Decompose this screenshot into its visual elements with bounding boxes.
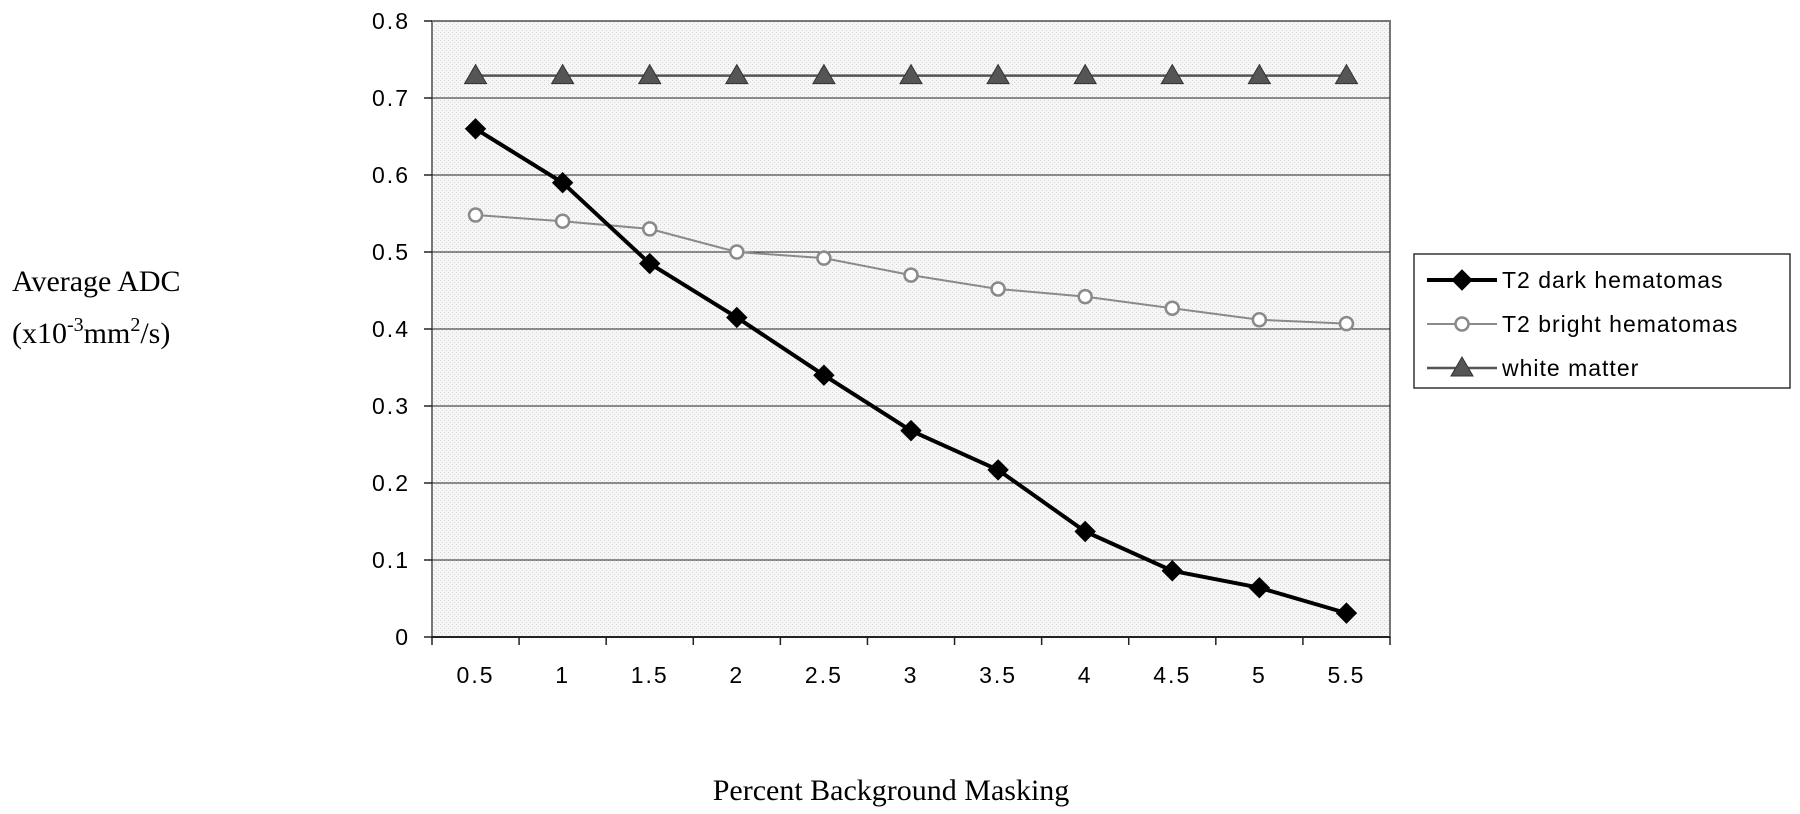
x-tick-label: 2.5 xyxy=(805,662,843,688)
data-point xyxy=(990,281,1006,297)
series-circle xyxy=(467,207,1355,332)
data-point xyxy=(813,364,835,386)
axes: 0 0.1 0.2 0.3 0.4 0.5 0.6 0.7 0.8 0.5 1 1.5 2 2.5 3 3.5… xyxy=(372,8,1391,688)
y-tick-label: 0.6 xyxy=(372,162,410,188)
data-point xyxy=(1247,63,1272,85)
data-point xyxy=(554,213,571,229)
x-tick-label: 5 xyxy=(1252,662,1267,688)
x-tick-label: 2 xyxy=(729,662,744,688)
data-point xyxy=(1074,520,1096,543)
data-point xyxy=(639,252,661,275)
x-tick-label: 3 xyxy=(904,662,919,688)
data-point xyxy=(467,207,484,223)
data-point xyxy=(812,63,836,85)
legend-marker xyxy=(1451,269,1473,291)
data-point xyxy=(729,244,745,260)
legend-box xyxy=(1413,253,1791,389)
data-point xyxy=(1160,63,1185,85)
y-tick-label: 0 xyxy=(395,624,410,650)
x-tick-label: 5.5 xyxy=(1327,662,1365,688)
series-diamond xyxy=(464,118,1358,624)
data-point xyxy=(1161,560,1183,582)
data-point xyxy=(463,63,488,85)
data-point xyxy=(987,459,1009,481)
data-point xyxy=(816,250,832,266)
legend-label: T2 dark hematomas xyxy=(1502,267,1724,293)
data-point xyxy=(1073,63,1098,85)
y-tick-label: 0.4 xyxy=(372,316,410,342)
gridlines xyxy=(432,97,1390,561)
y-tick-label: 0.7 xyxy=(372,85,410,111)
data-point xyxy=(464,118,487,140)
y-tick-label: 0.8 xyxy=(372,8,410,34)
x-tick-label: 4 xyxy=(1078,662,1093,688)
y-axis-title-line2: (x10-3mm2/s) xyxy=(12,314,170,350)
x-tick-label: 3.5 xyxy=(979,662,1017,688)
data-point xyxy=(1334,63,1359,85)
x-tick-label: 0.5 xyxy=(457,662,495,688)
x-tick-label: 4.5 xyxy=(1153,662,1191,688)
legend-label: T2 bright hematomas xyxy=(1502,311,1738,337)
data-point xyxy=(1077,288,1093,305)
data-point xyxy=(1335,602,1358,624)
data-point xyxy=(1338,315,1355,332)
legend-marker xyxy=(1450,356,1474,377)
data-point xyxy=(899,63,923,85)
y-tick-label: 0.2 xyxy=(372,470,410,496)
data-point xyxy=(1164,300,1181,316)
x-tick-label: 1 xyxy=(555,662,570,688)
x-tick-label: 1.5 xyxy=(631,662,669,688)
series-group xyxy=(463,63,1359,624)
y-tick-label: 0.3 xyxy=(372,393,410,419)
data-point xyxy=(726,306,748,329)
data-point xyxy=(903,267,919,283)
legend-marker xyxy=(1454,316,1470,332)
series-triangle xyxy=(463,63,1359,85)
data-point xyxy=(637,63,662,85)
data-point xyxy=(900,419,922,442)
data-point xyxy=(550,63,575,85)
y-tick-label: 0.5 xyxy=(372,239,410,265)
data-point xyxy=(986,63,1010,85)
data-point xyxy=(1251,312,1268,328)
legend: T2 dark hematomas T2 bright hematomas whit… xyxy=(1413,253,1791,389)
data-point xyxy=(641,221,658,237)
y-tick-label: 0.1 xyxy=(372,547,410,573)
y-axis-title-line1: Average ADC xyxy=(12,265,181,298)
data-point xyxy=(1248,577,1271,599)
data-point xyxy=(551,171,574,194)
data-point xyxy=(724,63,749,85)
x-axis-title: Percent Background Masking xyxy=(713,774,1070,807)
legend-label: white matter xyxy=(1501,355,1639,381)
